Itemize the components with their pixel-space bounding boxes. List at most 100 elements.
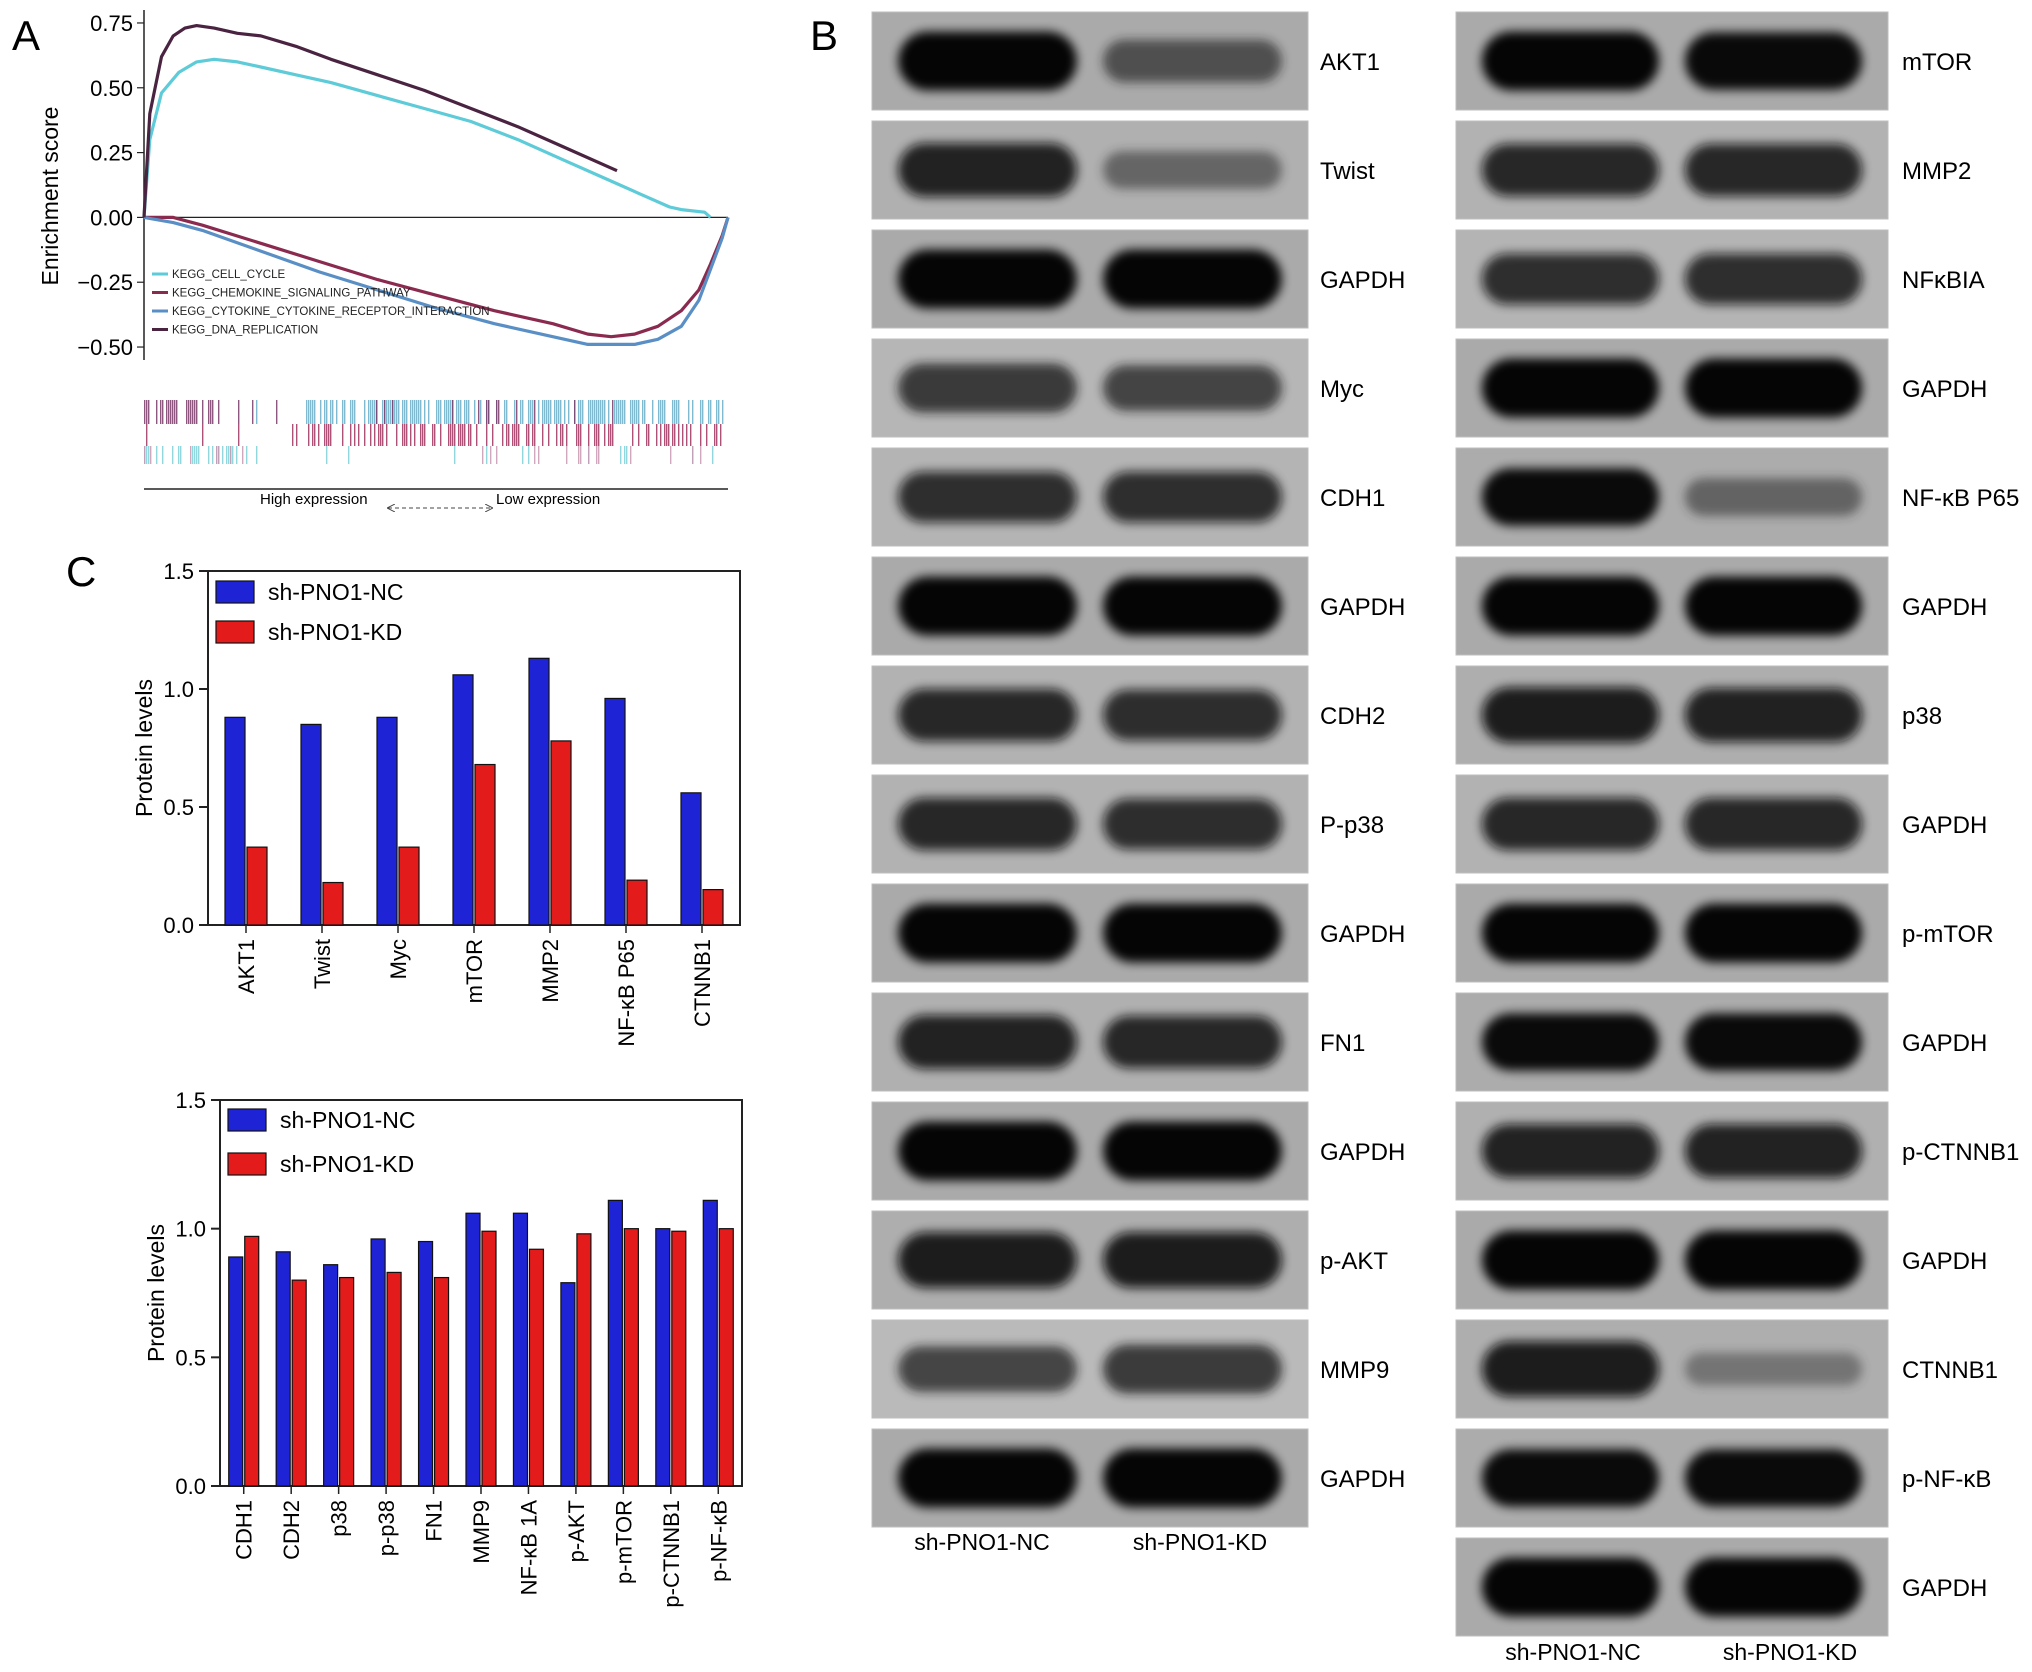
blot-right-protein-label: mTOR — [1902, 49, 1972, 76]
rank-hit-mark — [486, 400, 488, 424]
rank-hit-mark — [276, 400, 278, 424]
rank-hit-mark — [372, 400, 374, 424]
bar-kd — [291, 1279, 307, 1487]
rank-hit-mark — [412, 400, 414, 424]
rank-hit-mark — [434, 424, 436, 446]
rank-hit-mark — [410, 400, 412, 424]
rank-hit-mark — [416, 400, 418, 424]
rank-hit-mark — [352, 400, 354, 424]
rank-hit-mark — [644, 400, 646, 424]
rank-hit-mark — [716, 400, 718, 424]
rank-hit-mark — [420, 424, 422, 446]
rank-hit-mark — [454, 424, 456, 446]
rank-hit-mark — [714, 424, 716, 446]
rank-hit-mark — [514, 400, 516, 424]
bar-kd — [626, 879, 648, 926]
blot-right-band-kd — [1684, 478, 1863, 516]
bar-nc — [465, 1212, 481, 1487]
blot-right-protein-label: p-NF-κB — [1902, 1466, 1991, 1493]
blot-right-protein-label: GAPDH — [1902, 376, 1987, 403]
bar-x-tick-label: MMP2 — [538, 939, 563, 1003]
rank-hit-mark — [402, 424, 404, 446]
bar-kd — [386, 1271, 402, 1487]
blot-left-protein-label: MMP9 — [1320, 1357, 1389, 1384]
rank-hit-mark — [318, 424, 320, 446]
rank-hit-mark — [474, 400, 476, 424]
rank-hit-mark — [156, 446, 158, 464]
rank-hit-mark — [198, 446, 200, 464]
rank-hit-mark — [706, 424, 708, 446]
rank-hit-mark — [656, 424, 658, 446]
rank-hit-mark — [578, 446, 580, 464]
rank-hit-mark — [376, 400, 378, 424]
bar-x-tick-label: CDH1 — [232, 1500, 257, 1560]
bar-y-tick-label: 1.5 — [175, 1088, 206, 1113]
rank-hit-mark — [686, 424, 688, 446]
rank-hit-mark — [664, 424, 666, 446]
rank-hit-mark — [700, 446, 702, 464]
rank-hit-mark — [456, 400, 458, 424]
rank-hit-mark — [574, 400, 576, 424]
rank-hit-mark — [464, 400, 466, 424]
blot-right-protein-label: NFκBIA — [1902, 267, 1985, 294]
rank-hit-mark — [232, 446, 234, 464]
gsea-y-tick-label: −0.50 — [77, 335, 133, 360]
blot-right-band-kd — [1684, 1352, 1863, 1386]
rank-hit-mark — [690, 424, 692, 446]
rank-hit-mark — [624, 400, 626, 424]
rank-hit-mark — [350, 400, 352, 424]
rank-hit-mark — [208, 446, 210, 464]
rank-hit-mark — [496, 400, 498, 424]
rank-hit-mark — [192, 400, 194, 424]
bar-y-tick-label: 0.5 — [163, 795, 194, 820]
rank-hit-mark — [622, 400, 624, 424]
rank-hit-mark — [192, 446, 194, 464]
rank-hit-mark — [566, 446, 568, 464]
blot-left-band-nc — [898, 576, 1077, 636]
rank-hit-mark — [432, 424, 434, 446]
blot-left-band-nc — [898, 903, 1077, 963]
rank-hit-mark — [406, 400, 408, 424]
blot-left-band-kd — [1103, 689, 1282, 741]
blot-left-protein-label: Twist — [1320, 158, 1375, 185]
rank-hit-mark — [196, 446, 198, 464]
rank-hit-mark — [168, 400, 170, 424]
rank-hit-mark — [548, 400, 550, 424]
panel-label-c: C — [66, 548, 96, 595]
rank-hit-mark — [592, 400, 594, 424]
rank-hit-mark — [618, 400, 620, 424]
rank-hit-mark — [148, 446, 150, 464]
blot-right-band-kd — [1684, 32, 1863, 90]
rank-hit-mark — [560, 400, 562, 424]
rank-hit-mark — [528, 400, 530, 424]
rank-hit-mark — [636, 400, 638, 424]
bar-nc — [680, 792, 702, 926]
bar-legend-swatch — [215, 580, 255, 604]
blot-right-band-nc — [1481, 1013, 1660, 1071]
rank-hit-mark — [556, 400, 558, 424]
rank-hit-mark — [374, 424, 376, 446]
rank-hit-mark — [700, 424, 702, 446]
blot-right-band-kd — [1684, 797, 1863, 851]
rank-hit-mark — [504, 400, 506, 424]
rank-hit-mark — [578, 400, 580, 424]
blot-right-band-kd — [1684, 253, 1863, 305]
blot-left-band-nc — [898, 1448, 1077, 1508]
rank-hit-mark — [312, 400, 314, 424]
rank-hit-mark — [550, 400, 552, 424]
rank-hit-mark — [598, 424, 600, 446]
rank-hit-mark — [522, 400, 524, 424]
rank-hit-mark — [546, 400, 548, 424]
rank-hit-mark — [688, 400, 690, 424]
bar-kd — [398, 846, 420, 926]
rank-hit-mark — [508, 424, 510, 446]
bar-y-tick-label: 0.0 — [175, 1474, 206, 1499]
bar-x-tick-label: Twist — [310, 939, 335, 989]
rank-hit-mark — [392, 400, 394, 424]
rank-hit-mark — [382, 400, 384, 424]
blot-right-band-nc — [1481, 576, 1660, 636]
blot-right-band-kd — [1684, 358, 1863, 418]
rank-hit-mark — [350, 424, 352, 446]
rank-hit-mark — [326, 424, 328, 446]
